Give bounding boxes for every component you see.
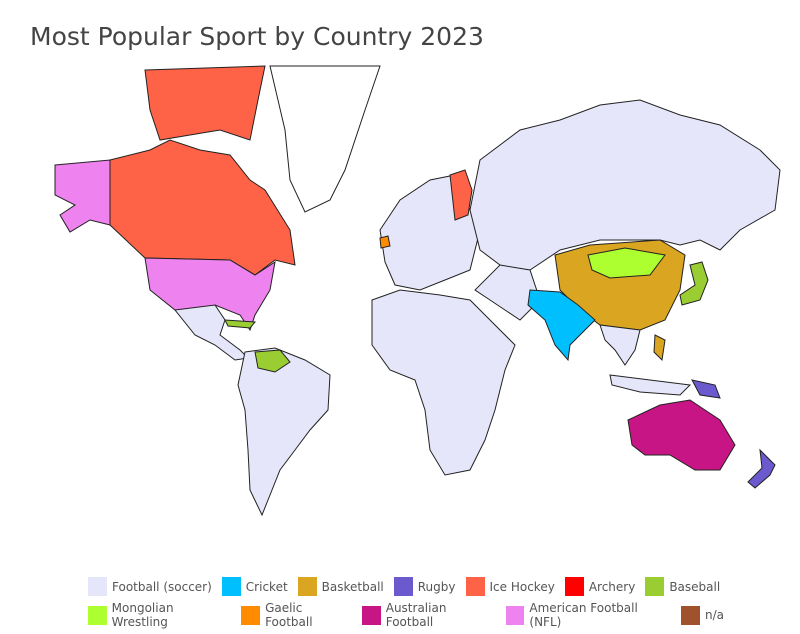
legend-label: Australian Football xyxy=(385,601,447,629)
region-mongolia[interactable] xyxy=(587,247,666,279)
legend-label: n/a xyxy=(704,608,724,622)
legend-swatch xyxy=(221,577,241,596)
region-southeast-asia[interactable] xyxy=(599,324,692,396)
legend-label: Baseball xyxy=(669,579,721,594)
legend-swatch xyxy=(645,577,665,596)
legend-swatch xyxy=(88,577,107,596)
region-alaska[interactable] xyxy=(54,159,111,233)
legend-label: Cricket xyxy=(245,579,288,594)
region-finland[interactable] xyxy=(449,169,473,221)
chart-title: Most Popular Sport by Country 2023 xyxy=(30,22,484,51)
legend-item[interactable]: Archery xyxy=(564,577,636,596)
legend-swatch xyxy=(393,577,413,596)
region-ireland[interactable] xyxy=(379,235,391,249)
region-india[interactable] xyxy=(527,289,596,362)
region-africa[interactable] xyxy=(371,289,516,476)
region-new-zealand[interactable] xyxy=(747,448,776,489)
legend-label: Football (soccer) xyxy=(112,579,212,594)
region-greenland[interactable] xyxy=(269,65,381,213)
legend-label: Ice Hockey xyxy=(489,579,555,594)
legend-item[interactable]: Football (soccer) xyxy=(88,577,212,596)
region-south-america[interactable] xyxy=(237,347,331,517)
legend-item[interactable]: Ice Hockey xyxy=(465,577,555,596)
region-papua-new-guinea[interactable] xyxy=(691,379,721,399)
legend-item[interactable]: Basketball xyxy=(297,577,384,596)
legend-swatch xyxy=(297,577,317,596)
region-canada[interactable] xyxy=(109,65,296,276)
region-cuba[interactable] xyxy=(224,319,257,329)
legend-label: Mongolian Wrestling xyxy=(111,601,174,629)
legend-swatch xyxy=(362,605,381,625)
legend-item[interactable]: American Football (NFL) xyxy=(505,601,671,629)
legend-swatch xyxy=(241,605,261,625)
legend-item[interactable]: Cricket xyxy=(221,577,288,596)
legend-label: Archery xyxy=(588,579,636,594)
legend-item[interactable]: Gaelic Football xyxy=(241,601,352,629)
region-russia-asia[interactable] xyxy=(469,99,781,321)
legend-item[interactable]: Rugby xyxy=(393,577,456,596)
legend-item[interactable]: Australian Football xyxy=(362,601,496,629)
region-australia[interactable] xyxy=(627,399,736,471)
legend-label: American Football (NFL) xyxy=(529,601,638,629)
legend-item[interactable]: Mongolian Wrestling xyxy=(88,601,231,629)
legend-swatch xyxy=(505,605,525,625)
legend-swatch xyxy=(465,577,485,596)
region-japan[interactable] xyxy=(679,261,709,306)
world-map xyxy=(54,65,781,517)
legend-item[interactable]: Baseball xyxy=(645,577,720,596)
region-venezuela[interactable] xyxy=(254,349,291,373)
legend-label: Gaelic Football xyxy=(265,601,313,629)
legend-swatch xyxy=(88,605,107,625)
legend-swatch xyxy=(564,577,584,596)
legend-label: Basketball xyxy=(321,579,384,594)
legend-swatch xyxy=(680,605,700,625)
region-mexico-central-america[interactable] xyxy=(174,304,250,361)
region-philippines[interactable] xyxy=(653,334,666,362)
legend: Football (soccer) Cricket Basketball Rugby I… xyxy=(88,577,728,634)
legend-label: Rugby xyxy=(417,579,456,594)
legend-item[interactable]: n/a xyxy=(680,605,724,625)
